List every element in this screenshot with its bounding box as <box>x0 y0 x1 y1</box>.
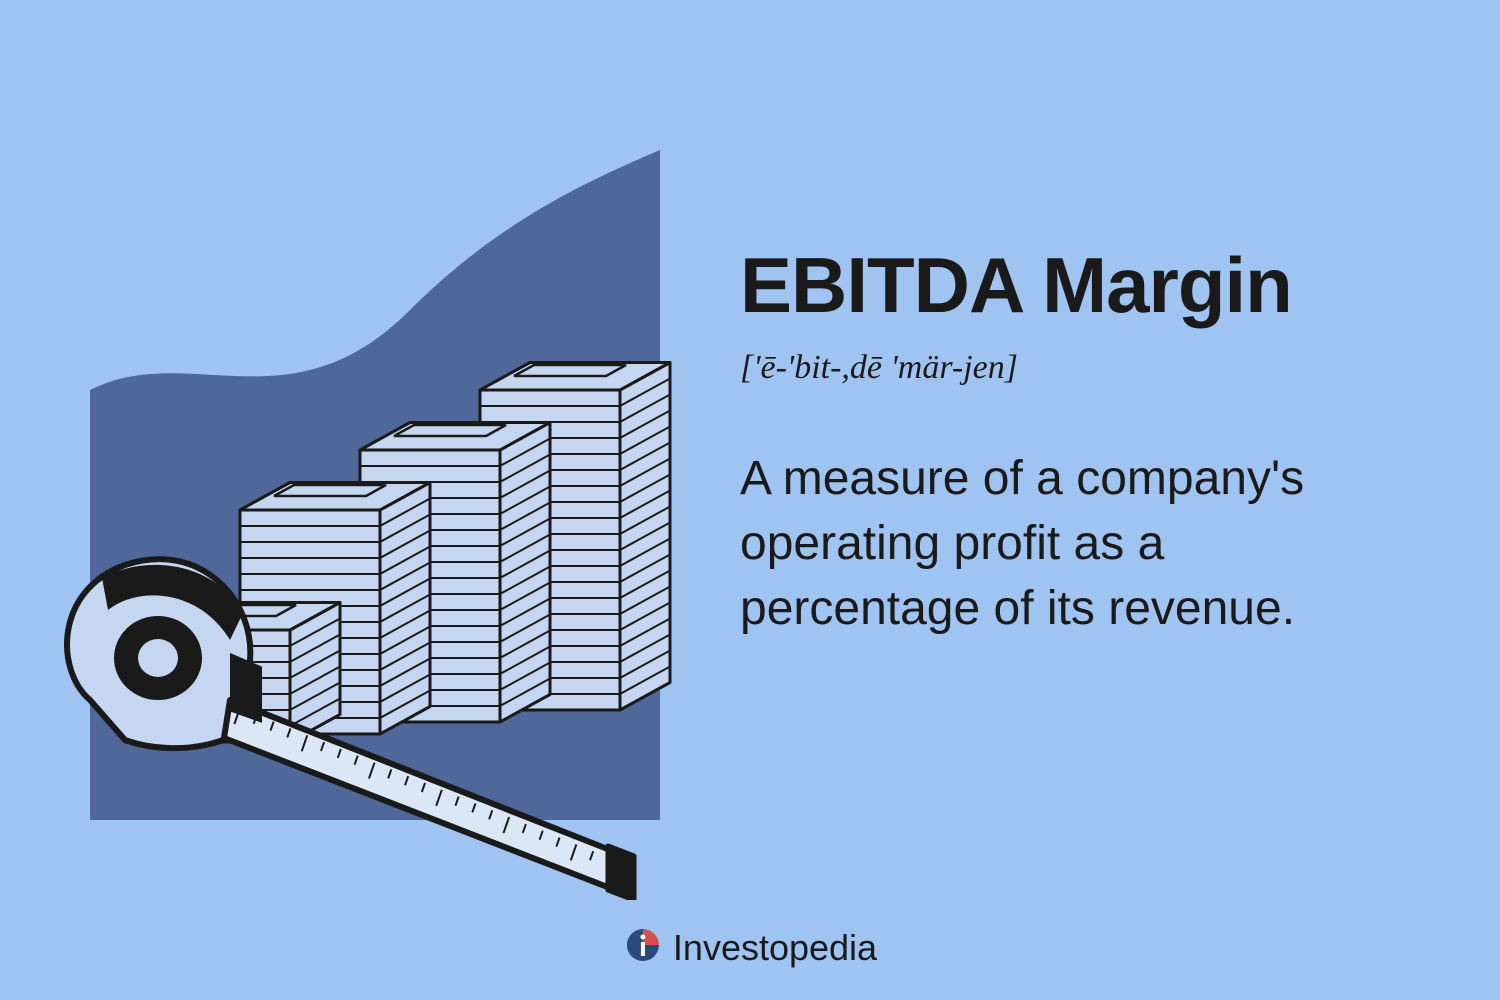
illustration-money-stacks-tape <box>50 140 730 900</box>
definition-text: A measure of a company's operating profi… <box>740 447 1400 641</box>
brand-name: Investopedia <box>673 927 877 969</box>
brand-logo-icon <box>623 925 663 970</box>
term-title: EBITDA Margin <box>740 240 1400 331</box>
infographic-canvas: EBITDA Margin ['ē-'bit-,dē 'mär-jen] A m… <box>0 0 1500 1000</box>
pronunciation: ['ē-'bit-,dē 'mär-jen] <box>740 349 1400 387</box>
definition-block: EBITDA Margin ['ē-'bit-,dē 'mär-jen] A m… <box>740 240 1400 641</box>
brand-footer: Investopedia <box>623 925 877 970</box>
